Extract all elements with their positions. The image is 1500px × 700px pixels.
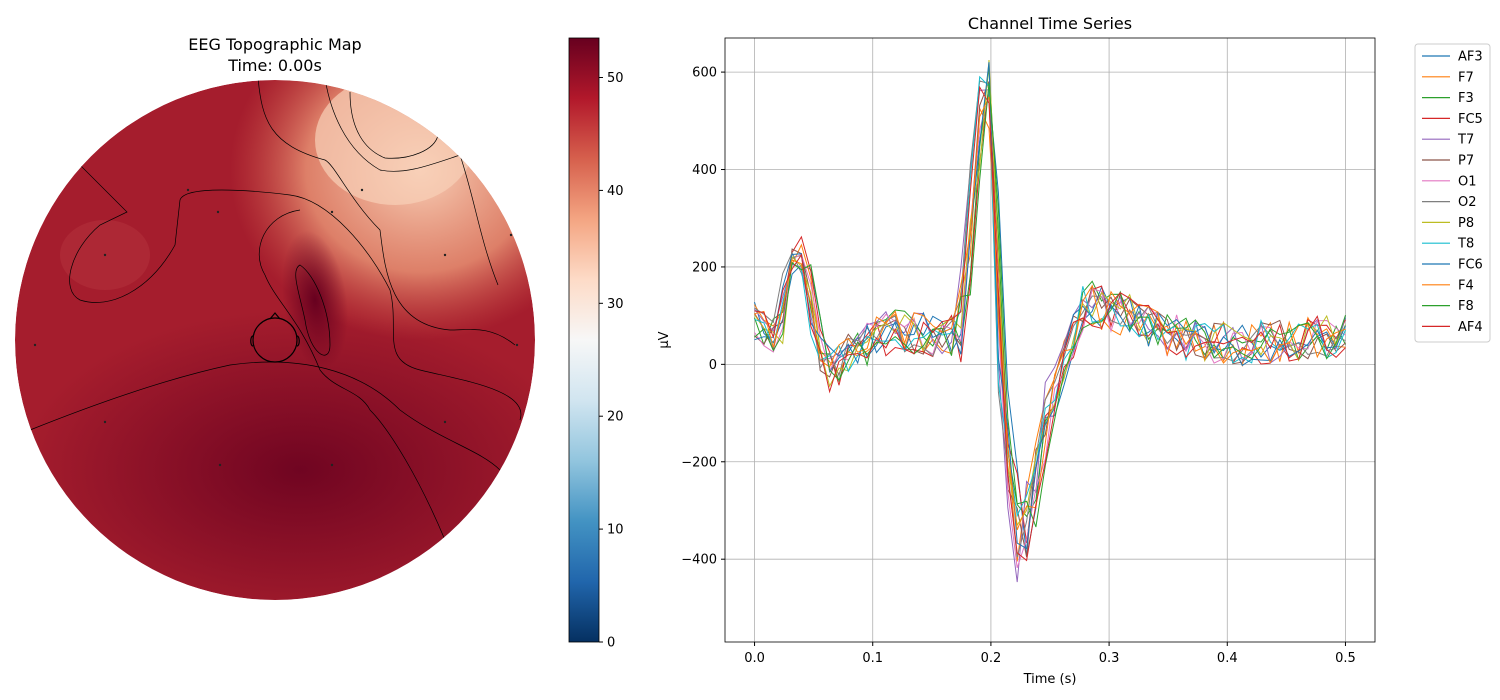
y-axis-label: µV [657, 331, 672, 348]
legend-box [1414, 43, 1491, 343]
legend-label: O1 [1458, 174, 1477, 189]
topomap-field [15, 80, 535, 600]
y-tick-label: 600 [692, 66, 717, 81]
grid [725, 38, 1375, 642]
x-tick-label: 0.5 [1335, 651, 1356, 666]
x-tick-label: 0.3 [1099, 651, 1120, 666]
x-axis-label: Time (s) [1023, 672, 1077, 687]
y-ticks: −400 −200 0 200 400 600 [681, 66, 725, 568]
colorbar-tick-label: 10 [607, 523, 624, 538]
series-line-o2 [754, 80, 1346, 558]
colorbar-tick-label: 0 [607, 636, 615, 651]
topomap-title: EEG Topographic Map [188, 35, 361, 54]
colorbar-tick-label: 40 [607, 184, 624, 199]
timeseries-panel: Channel Time Series 0.0 0.1 0.2 0.3 0.4 0.5 −… [657, 14, 1491, 687]
legend-label: AF4 [1458, 320, 1483, 335]
series-line-fc5 [754, 85, 1346, 543]
timeseries-title: Channel Time Series [968, 14, 1132, 33]
topomap-panel: EEG Topographic Map Time: 0.00s [15, 35, 624, 651]
y-tick-label: −200 [681, 455, 717, 470]
topomap-subtitle: Time: 0.00s [227, 56, 322, 75]
x-tick-label: 0.1 [862, 651, 883, 666]
series-line-p7 [754, 81, 1346, 558]
y-tick-label: 400 [692, 163, 717, 178]
contour-lines [29, 80, 522, 541]
head-outline-icon [250, 312, 300, 363]
y-tick-label: −400 [681, 553, 717, 568]
series-lines [754, 59, 1346, 583]
legend-label: O2 [1458, 195, 1477, 210]
series-line-f3 [754, 67, 1346, 518]
colorbar-tick-label: 30 [607, 297, 624, 312]
colorbar: 0 10 20 30 40 50 [568, 37, 624, 651]
legend-label: F7 [1458, 70, 1474, 85]
series-line-af4 [754, 85, 1346, 562]
series-line-t8 [754, 75, 1346, 518]
y-tick-label: 0 [709, 358, 717, 373]
legend-label: P7 [1458, 154, 1474, 169]
colorbar-tick-label: 20 [607, 410, 624, 425]
colorbar-ticks: 0 10 20 30 40 50 [599, 71, 624, 651]
series-line-f8 [754, 82, 1346, 528]
legend-label: FC6 [1458, 258, 1483, 273]
colorbar-tick-label: 50 [607, 71, 624, 86]
plot-frame [724, 37, 1376, 643]
legend-label: FC5 [1458, 112, 1483, 127]
sensor-markers [33, 188, 519, 467]
x-tick-label: 0.0 [744, 651, 765, 666]
legend-label: T8 [1457, 237, 1474, 252]
legend-label: F8 [1458, 299, 1474, 314]
series-line-fc6 [754, 62, 1346, 550]
legend-label: T7 [1457, 133, 1474, 148]
x-ticks: 0.0 0.1 0.2 0.3 0.4 0.5 [744, 642, 1356, 666]
legend-label: F4 [1458, 278, 1474, 293]
colorbar-gradient [568, 37, 600, 643]
y-tick-label: 200 [692, 260, 717, 275]
legend: AF3 F7 F3 FC5 T7 P7 O1 O2 P8 T8 FC6 F4 F8 AF4 [1414, 43, 1491, 343]
x-tick-label: 0.2 [981, 651, 1002, 666]
x-tick-label: 0.4 [1217, 651, 1238, 666]
series-line-f4 [754, 96, 1346, 531]
legend-label: AF3 [1458, 50, 1483, 65]
series-line-p8 [754, 59, 1346, 527]
legend-label: F3 [1458, 91, 1474, 106]
series-line-af3 [754, 92, 1346, 557]
legend-label: P8 [1458, 216, 1474, 231]
series-line-o1 [754, 96, 1346, 569]
